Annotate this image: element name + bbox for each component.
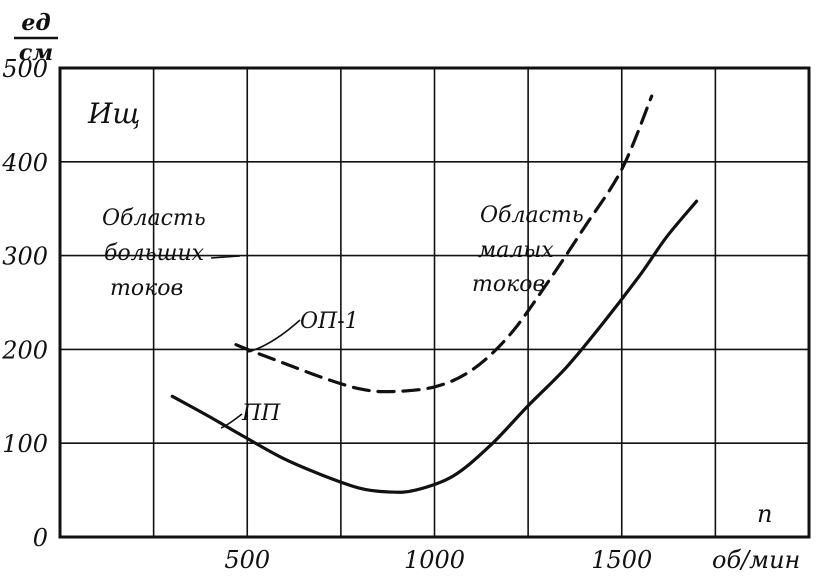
x-axis-unit: об/мин	[712, 546, 800, 574]
y-axis-symbol: Ищ	[87, 97, 140, 130]
y-tick-label: 300	[2, 243, 48, 271]
y-tick-label: 100	[2, 430, 48, 458]
series-label-op1: ОП-1	[300, 309, 359, 334]
annotation-large-line-1: Область	[102, 206, 206, 231]
grid-lines	[60, 68, 809, 537]
series-label-pp: ПП	[241, 401, 281, 426]
x-tick-label: 1000	[404, 546, 465, 574]
annotation-small-currents: Область малых токов	[472, 203, 584, 297]
annotation-large-currents: Область больших токов	[102, 206, 206, 301]
annotation-large-line-2: больших	[104, 241, 205, 266]
series-line-op1	[234, 94, 654, 394]
annotation-large-line-3: токов	[110, 276, 183, 301]
y-tick-label: 400	[1, 149, 48, 177]
x-axis-symbol: n	[757, 500, 772, 528]
y-tick-label: 200	[1, 336, 48, 364]
annotation-small-line-2: малых	[478, 238, 554, 263]
annotation-small-line-1: Область	[480, 203, 584, 228]
y-tick-label: 500	[2, 55, 48, 83]
x-tick-labels: 500 1000 1500	[224, 546, 652, 574]
annotation-small-line-3: токов	[472, 272, 545, 297]
y-unit-denominator: см	[19, 40, 53, 66]
y-tick-labels: 0 100 200 300 400 500	[1, 55, 48, 552]
y-tick-label: 0	[33, 524, 48, 552]
large-currents-leader	[210, 255, 241, 259]
x-tick-label: 500	[224, 546, 270, 574]
series-line-pp	[170, 199, 699, 494]
y-unit-numerator: ед	[21, 10, 50, 36]
series-leader-pp	[220, 413, 243, 429]
series-leader-op1	[247, 319, 301, 353]
series-lines	[170, 94, 699, 494]
x-tick-label: 1500	[591, 546, 652, 574]
plot-frame	[58, 66, 811, 539]
